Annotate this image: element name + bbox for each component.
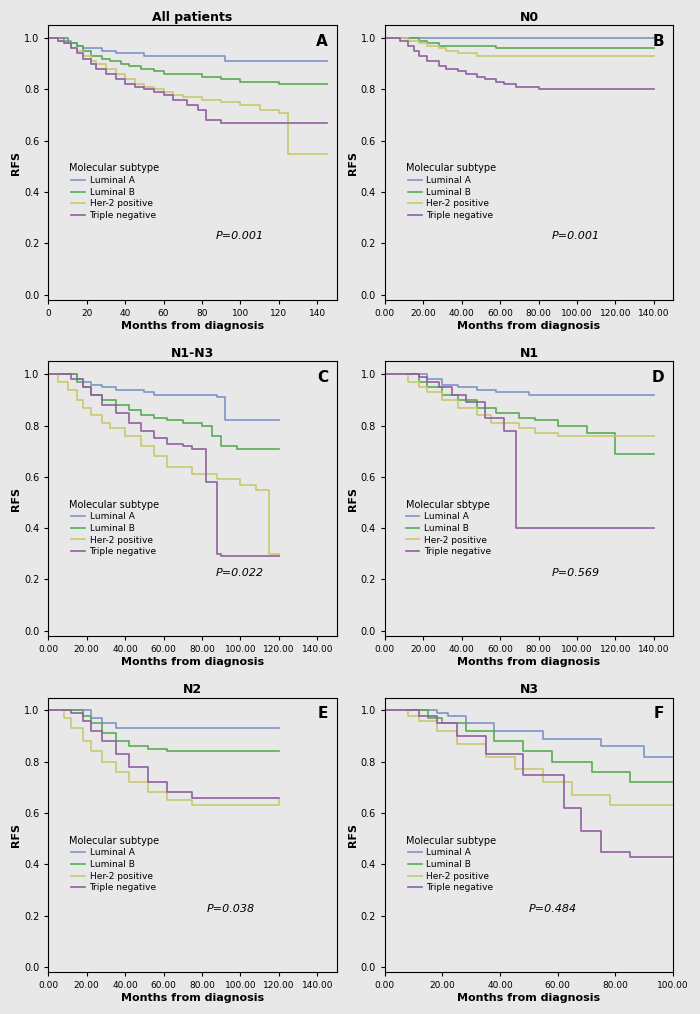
X-axis label: Months from diagnosis: Months from diagnosis (121, 993, 264, 1003)
Text: P=0.022: P=0.022 (216, 568, 264, 578)
Legend: Luminal A, Luminal B, Her-2 positive, Triple negative: Luminal A, Luminal B, Her-2 positive, Tr… (67, 161, 161, 222)
Text: P=0.001: P=0.001 (216, 231, 264, 241)
Text: C: C (317, 370, 328, 384)
Text: B: B (653, 33, 664, 49)
Title: N1: N1 (519, 347, 538, 360)
Legend: Luminal A, Luminal B, Her-2 positive, Triple negative: Luminal A, Luminal B, Her-2 positive, Tr… (404, 498, 493, 558)
Text: A: A (316, 33, 328, 49)
X-axis label: Months from diagnosis: Months from diagnosis (457, 657, 601, 667)
Title: N0: N0 (519, 11, 538, 24)
Legend: Luminal A, Luminal B, Her-2 positive, Triple negative: Luminal A, Luminal B, Her-2 positive, Tr… (404, 834, 498, 894)
Title: All patients: All patients (153, 11, 232, 24)
Text: D: D (652, 370, 664, 384)
X-axis label: Months from diagnosis: Months from diagnosis (121, 320, 264, 331)
Legend: Luminal A, Luminal B, Her-2 positive, Triple negative: Luminal A, Luminal B, Her-2 positive, Tr… (67, 498, 161, 558)
X-axis label: Months from diagnosis: Months from diagnosis (457, 320, 601, 331)
Text: P=0.569: P=0.569 (552, 568, 600, 578)
Y-axis label: RFS: RFS (348, 487, 358, 511)
Y-axis label: RFS: RFS (11, 487, 21, 511)
Y-axis label: RFS: RFS (11, 822, 21, 847)
Text: E: E (318, 706, 328, 721)
Y-axis label: RFS: RFS (348, 822, 358, 847)
Text: P=0.038: P=0.038 (206, 903, 255, 914)
Text: F: F (654, 706, 664, 721)
X-axis label: Months from diagnosis: Months from diagnosis (121, 657, 264, 667)
Text: P=0.001: P=0.001 (552, 231, 600, 241)
Title: N3: N3 (519, 683, 538, 697)
Text: P=0.484: P=0.484 (529, 903, 577, 914)
Y-axis label: RFS: RFS (348, 150, 358, 174)
Y-axis label: RFS: RFS (11, 150, 21, 174)
Legend: Luminal A, Luminal B, Her-2 positive, Triple negative: Luminal A, Luminal B, Her-2 positive, Tr… (404, 161, 498, 222)
Legend: Luminal A, Luminal B, Her-2 positive, Triple negative: Luminal A, Luminal B, Her-2 positive, Tr… (67, 834, 161, 894)
Title: N2: N2 (183, 683, 202, 697)
Title: N1-N3: N1-N3 (171, 347, 214, 360)
X-axis label: Months from diagnosis: Months from diagnosis (457, 993, 601, 1003)
